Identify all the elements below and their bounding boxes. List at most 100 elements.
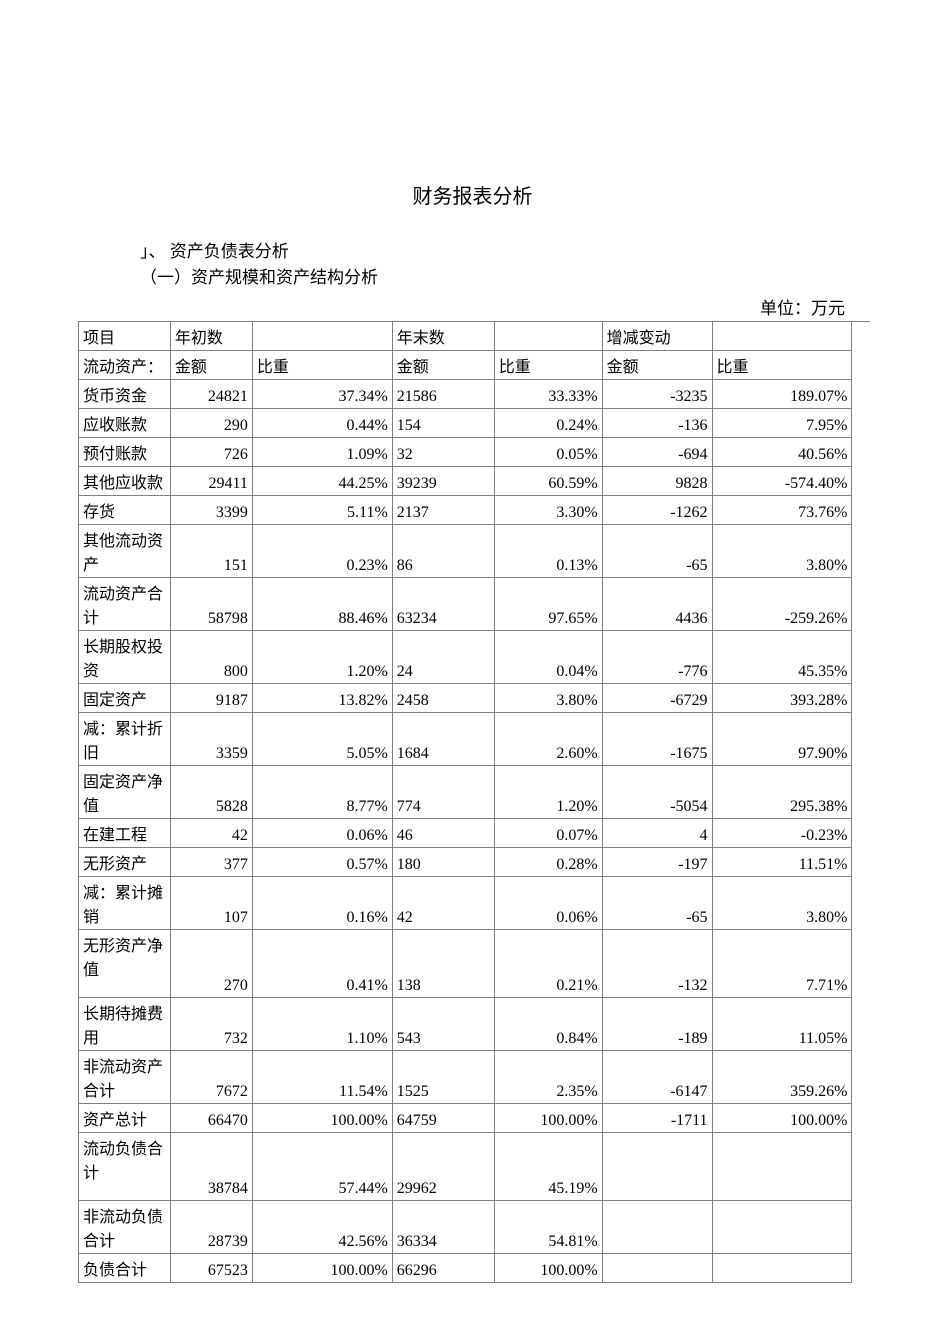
cell: 0.21% bbox=[494, 930, 602, 998]
cell: 88.46% bbox=[252, 578, 392, 631]
row-label: 在建工程 bbox=[79, 819, 171, 848]
cell: 189.07% bbox=[712, 380, 852, 409]
header-row-1: 项目 年初数 年末数 增减变动 bbox=[79, 322, 871, 351]
cell: 154 bbox=[392, 409, 494, 438]
table-row: 应收账款2900.44%1540.24%-1367.95% bbox=[79, 409, 871, 438]
cell: 86 bbox=[392, 525, 494, 578]
cell: 2458 bbox=[392, 684, 494, 713]
cell: 3.80% bbox=[494, 684, 602, 713]
cell: 1.20% bbox=[252, 631, 392, 684]
hdr-weight: 比重 bbox=[494, 351, 602, 380]
cell: 3359 bbox=[170, 713, 252, 766]
cell bbox=[602, 1254, 712, 1283]
hdr-blank bbox=[712, 322, 852, 351]
table-row: 固定资产918713.82%24583.80%-6729393.28% bbox=[79, 684, 871, 713]
hdr-current-assets: 流动资产： bbox=[79, 351, 171, 380]
cell: -1711 bbox=[602, 1104, 712, 1133]
row-label: 负债合计 bbox=[79, 1254, 171, 1283]
cell: 270 bbox=[170, 930, 252, 998]
cell: -694 bbox=[602, 438, 712, 467]
cell: 45.19% bbox=[494, 1133, 602, 1201]
cell: 0.23% bbox=[252, 525, 392, 578]
cell: -1262 bbox=[602, 496, 712, 525]
row-label: 固定资产净 值 bbox=[79, 766, 171, 819]
cell: -0.23% bbox=[712, 819, 852, 848]
row-label: 流动负债合 计 bbox=[79, 1133, 171, 1201]
cell: 1.20% bbox=[494, 766, 602, 819]
table-row: 资产总计66470100.00%64759100.00%-1711100.00% bbox=[79, 1104, 871, 1133]
cell: 0.16% bbox=[252, 877, 392, 930]
cell: 11.05% bbox=[712, 998, 852, 1051]
hdr-amount: 金额 bbox=[170, 351, 252, 380]
cell: 9187 bbox=[170, 684, 252, 713]
cell: 7.71% bbox=[712, 930, 852, 998]
unit-label: 单位：万元 bbox=[0, 294, 845, 319]
row-label: 固定资产 bbox=[79, 684, 171, 713]
page-title: 财务报表分析 bbox=[0, 180, 945, 209]
cell: 774 bbox=[392, 766, 494, 819]
cell: 726 bbox=[170, 438, 252, 467]
cell: 295.38% bbox=[712, 766, 852, 819]
table-row: 非流动资产 合计767211.54%15252.35%-6147359.26% bbox=[79, 1051, 871, 1104]
cell: 0.84% bbox=[494, 998, 602, 1051]
spacer bbox=[852, 322, 870, 351]
cell bbox=[712, 1254, 852, 1283]
table-row: 非流动负债合计2873942.56%3633454.81% bbox=[79, 1201, 871, 1254]
cell: 4436 bbox=[602, 578, 712, 631]
table-row: 减：累计摊 销1070.16%420.06%-653.80% bbox=[79, 877, 871, 930]
cell: 377 bbox=[170, 848, 252, 877]
cell: 100.00% bbox=[712, 1104, 852, 1133]
table-row: 负债合计67523100.00%66296100.00% bbox=[79, 1254, 871, 1283]
cell: 0.05% bbox=[494, 438, 602, 467]
section-heading-1: 」、 资产负债表分析 bbox=[140, 239, 945, 265]
row-label: 货币资金 bbox=[79, 380, 171, 409]
cell: 66296 bbox=[392, 1254, 494, 1283]
cell: 7672 bbox=[170, 1051, 252, 1104]
cell: 3.30% bbox=[494, 496, 602, 525]
hdr-begin: 年初数 bbox=[170, 322, 252, 351]
cell bbox=[602, 1133, 712, 1201]
cell: 11.54% bbox=[252, 1051, 392, 1104]
cell: 24821 bbox=[170, 380, 252, 409]
cell: -197 bbox=[602, 848, 712, 877]
cell: 39239 bbox=[392, 467, 494, 496]
cell: 100.00% bbox=[494, 1104, 602, 1133]
row-label: 其他应收款 bbox=[79, 467, 171, 496]
table-row: 在建工程420.06%460.07%4-0.23% bbox=[79, 819, 871, 848]
cell: 97.65% bbox=[494, 578, 602, 631]
cell: 0.04% bbox=[494, 631, 602, 684]
cell: 97.90% bbox=[712, 713, 852, 766]
cell: 800 bbox=[170, 631, 252, 684]
cell: 1.10% bbox=[252, 998, 392, 1051]
cell: 0.06% bbox=[494, 877, 602, 930]
table-row: 长期股权投 资8001.20%240.04%-77645.35% bbox=[79, 631, 871, 684]
cell: 42 bbox=[170, 819, 252, 848]
row-label: 非流动负债合计 bbox=[79, 1201, 171, 1254]
cell: 45.35% bbox=[712, 631, 852, 684]
table-row: 流动资产合 计5879888.46%6323497.65%4436-259.26… bbox=[79, 578, 871, 631]
cell: -574.40% bbox=[712, 467, 852, 496]
cell: -65 bbox=[602, 877, 712, 930]
cell: 42 bbox=[392, 877, 494, 930]
hdr-amount: 金额 bbox=[602, 351, 712, 380]
cell: 0.06% bbox=[252, 819, 392, 848]
cell: 100.00% bbox=[252, 1104, 392, 1133]
cell: 46 bbox=[392, 819, 494, 848]
financial-table: 项目 年初数 年末数 增减变动 流动资产： 金额 比重 金额 比重 金额 比重 … bbox=[78, 321, 870, 1283]
cell: 60.59% bbox=[494, 467, 602, 496]
table-row: 流动负债合 计3878457.44%2996245.19% bbox=[79, 1133, 871, 1201]
cell: 9828 bbox=[602, 467, 712, 496]
cell: 0.13% bbox=[494, 525, 602, 578]
hdr-end: 年末数 bbox=[392, 322, 494, 351]
cell bbox=[602, 1201, 712, 1254]
cell: 0.57% bbox=[252, 848, 392, 877]
cell: 5.11% bbox=[252, 496, 392, 525]
hdr-weight: 比重 bbox=[712, 351, 852, 380]
hdr-blank bbox=[494, 322, 602, 351]
row-label: 应收账款 bbox=[79, 409, 171, 438]
cell: 2137 bbox=[392, 496, 494, 525]
cell: -5054 bbox=[602, 766, 712, 819]
cell: 58798 bbox=[170, 578, 252, 631]
table-row: 固定资产净 值58288.77%7741.20%-5054295.38% bbox=[79, 766, 871, 819]
table-row: 其他应收款2941144.25%3923960.59%9828-574.40% bbox=[79, 467, 871, 496]
